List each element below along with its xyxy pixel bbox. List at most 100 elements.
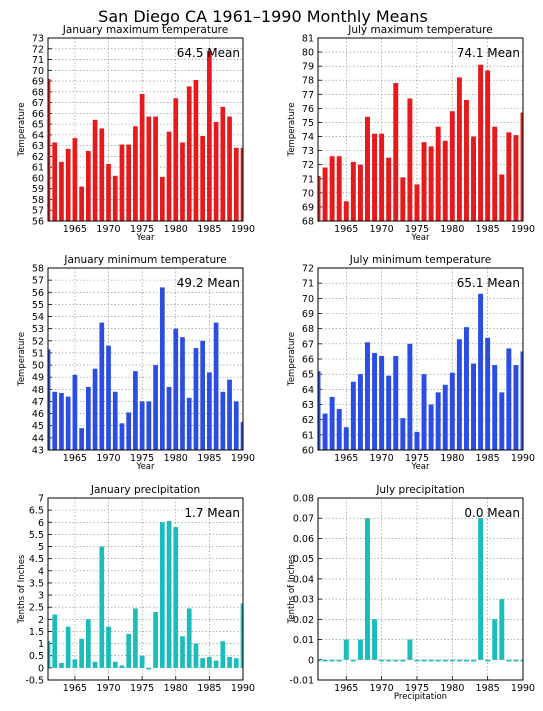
bar-1986 — [492, 619, 498, 660]
bar-1978 — [435, 126, 441, 221]
y-tick-label: 72 — [302, 160, 314, 171]
bar-1990 — [240, 603, 243, 668]
mean-label: 49.2 Mean — [177, 276, 240, 290]
x-axis-label: Year — [136, 233, 156, 243]
x-tick-label: 1985 — [197, 453, 221, 464]
y-tick-label: 44 — [32, 433, 44, 444]
y-tick-label: -0.01 — [289, 676, 314, 687]
bar-1977 — [428, 404, 434, 450]
bar-1980 — [173, 98, 179, 221]
bar-1963 — [329, 659, 335, 662]
bar-series — [48, 521, 243, 670]
x-tick-label: 1975 — [130, 453, 154, 464]
bar-1964 — [65, 396, 71, 450]
bar-1982 — [186, 86, 192, 221]
bar-1987 — [220, 106, 226, 221]
bar-1971 — [386, 157, 392, 221]
y-tick-label: 6 — [38, 518, 44, 529]
y-tick-label: 46 — [32, 409, 44, 420]
bar-1973 — [400, 418, 406, 450]
bar-1966 — [79, 428, 84, 450]
x-tick-label: 1965 — [63, 683, 87, 694]
x-tick-label: 1985 — [197, 224, 221, 235]
x-tick-label: 1990 — [231, 224, 255, 235]
y-tick-label: 0.02 — [293, 615, 314, 626]
figure-title: San Diego CA 1961–1990 Monthly Means — [98, 7, 428, 26]
y-tick-label: 63 — [32, 141, 44, 152]
bar-1989 — [513, 365, 519, 450]
bar-1983 — [471, 659, 476, 662]
x-axis-label: Year — [411, 233, 431, 243]
bar-1962 — [322, 167, 328, 221]
y-tick-label: 56 — [32, 217, 44, 228]
bar-1983 — [193, 79, 199, 221]
panel-title: July maximum temperature — [347, 24, 492, 36]
bar-1973 — [400, 659, 406, 662]
bar-1984 — [200, 658, 206, 668]
bar-1982 — [463, 327, 469, 450]
bar-1983 — [471, 363, 476, 450]
y-axis-label: Tenths of Inches — [287, 554, 297, 624]
bar-1986 — [213, 322, 219, 450]
bar-1971 — [386, 375, 392, 450]
bar-1970 — [379, 355, 385, 450]
y-tick-label: 71 — [302, 174, 314, 185]
y-tick-label: 0.06 — [293, 534, 314, 545]
y-axis-label: Temperature — [17, 332, 27, 387]
bar-1963 — [59, 663, 64, 668]
y-tick-label: 71 — [32, 55, 44, 66]
bar-1979 — [166, 386, 172, 450]
bar-1961 — [48, 641, 51, 668]
x-tick-label: 1970 — [370, 453, 394, 464]
y-tick-label: 69 — [32, 77, 44, 88]
y-axis-label: Temperature — [287, 332, 297, 387]
bar-1975 — [139, 93, 145, 221]
bar-1970 — [379, 659, 385, 662]
y-tick-label: 81 — [302, 34, 314, 45]
bar-1966 — [350, 659, 356, 662]
bar-1971 — [112, 175, 118, 221]
y-tick-label: 4.5 — [29, 554, 44, 565]
y-tick-label: 72 — [32, 44, 44, 55]
y-tick-label: 54 — [32, 312, 44, 323]
y-tick-label: 68 — [32, 87, 44, 98]
bar-1987 — [499, 392, 505, 450]
bar-1980 — [173, 328, 179, 450]
bar-1989 — [233, 658, 239, 668]
bar-1981 — [456, 77, 462, 221]
x-tick-label: 1975 — [405, 453, 429, 464]
y-tick-label: 63 — [302, 400, 314, 411]
bar-1969 — [372, 619, 378, 660]
bar-series — [48, 287, 243, 450]
bar-1964 — [336, 156, 342, 221]
bar-1973 — [126, 412, 132, 450]
bar-1961 — [48, 349, 51, 450]
bar-1988 — [227, 116, 232, 221]
bar-1985 — [207, 372, 212, 450]
bar-1978 — [159, 522, 165, 668]
x-tick-label: 1970 — [96, 224, 120, 235]
bar-1963 — [59, 161, 64, 221]
y-tick-label: 66 — [302, 355, 314, 366]
x-tick-label: 1965 — [334, 683, 358, 694]
bar-1967 — [357, 164, 363, 221]
x-tick-label: 1980 — [164, 453, 188, 464]
bar-1980 — [449, 111, 455, 221]
y-tick-label: 55 — [32, 300, 44, 311]
panel-title: January precipitation — [90, 484, 200, 496]
bar-1988 — [506, 348, 512, 450]
y-tick-label: 43 — [32, 446, 44, 457]
y-tick-label: 70 — [302, 294, 314, 305]
bar-1970 — [106, 626, 111, 668]
y-tick-label: 64 — [32, 130, 44, 141]
bar-1990 — [240, 147, 243, 221]
x-tick-label: 1965 — [63, 453, 87, 464]
y-tick-label: 1 — [38, 639, 44, 650]
bar-1973 — [126, 633, 132, 668]
y-tick-label: 50 — [32, 361, 44, 372]
bar-1961 — [318, 371, 321, 450]
y-axis-label: Temperature — [287, 103, 297, 158]
y-tick-label: 4 — [38, 566, 44, 577]
bar-1965 — [72, 374, 78, 450]
